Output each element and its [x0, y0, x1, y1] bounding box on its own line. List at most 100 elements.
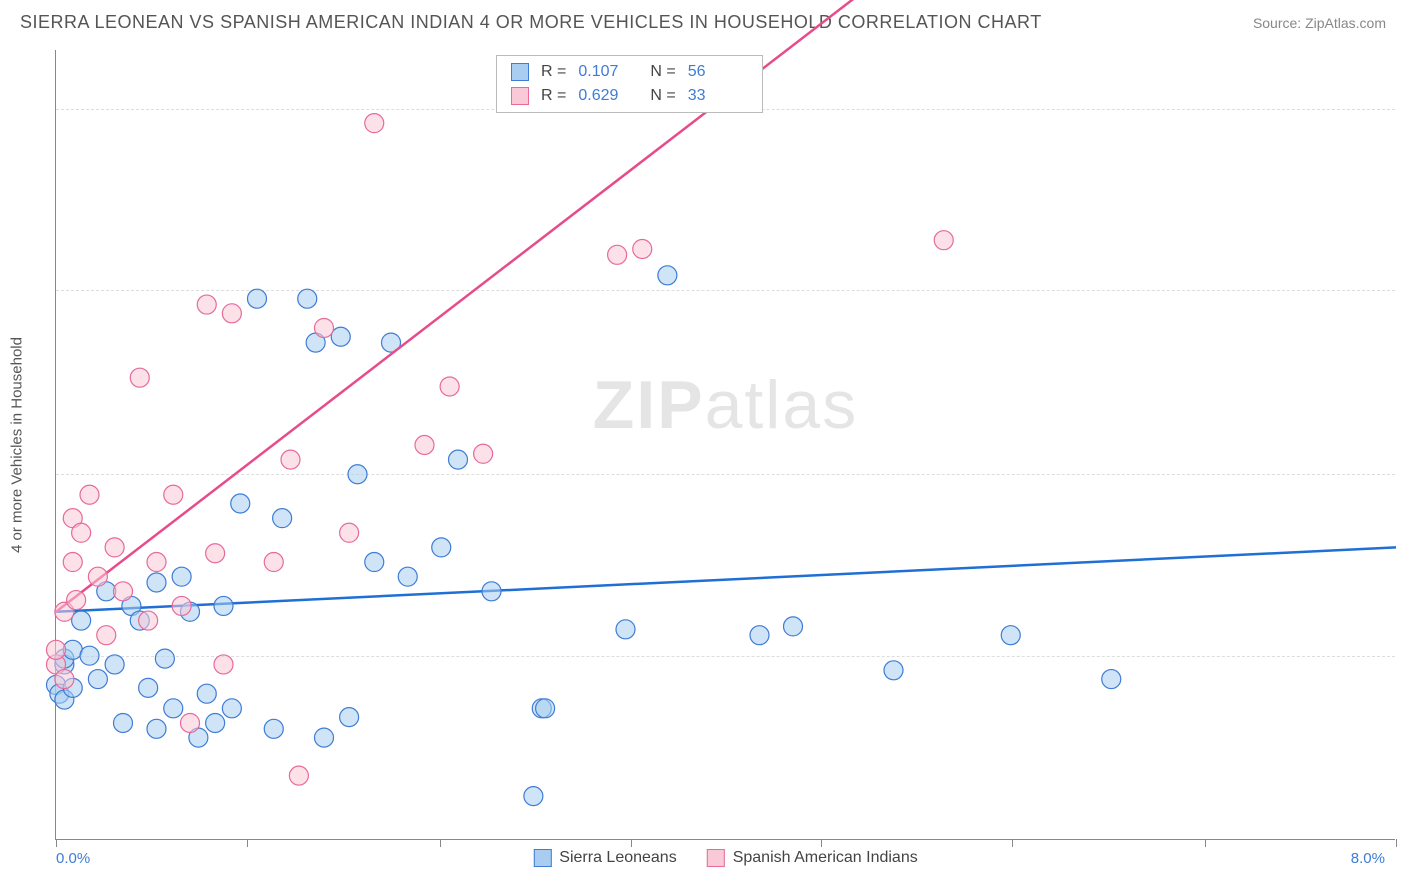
data-point: [172, 567, 191, 586]
x-tick: [1012, 839, 1013, 847]
data-point: [88, 567, 107, 586]
data-point: [80, 485, 99, 504]
r-value: 0.107: [578, 60, 638, 84]
data-point: [365, 553, 384, 572]
data-point: [164, 485, 183, 504]
data-point: [147, 573, 166, 592]
data-point: [164, 699, 183, 718]
data-point: [331, 327, 350, 346]
data-point: [315, 728, 334, 747]
data-point: [114, 582, 133, 601]
swatch-pink-icon: [707, 849, 725, 867]
x-tick: [821, 839, 822, 847]
data-point: [88, 670, 107, 689]
data-point: [524, 787, 543, 806]
data-point: [315, 318, 334, 337]
data-point: [214, 596, 233, 615]
data-point: [482, 582, 501, 601]
data-point: [1102, 670, 1121, 689]
data-point: [139, 678, 158, 697]
data-point: [474, 444, 493, 463]
data-point: [197, 684, 216, 703]
data-point: [155, 649, 174, 668]
data-point: [432, 538, 451, 557]
source-label: Source: ZipAtlas.com: [1253, 15, 1386, 31]
data-point: [750, 626, 769, 645]
legend-label: Sierra Leoneans: [559, 849, 676, 867]
data-point: [440, 377, 459, 396]
data-point: [616, 620, 635, 639]
data-point: [449, 450, 468, 469]
data-point: [63, 553, 82, 572]
data-point: [248, 289, 267, 308]
plot-svg: [56, 50, 1396, 840]
data-point: [147, 719, 166, 738]
header: SIERRA LEONEAN VS SPANISH AMERICAN INDIA…: [0, 0, 1406, 41]
legend-label: Spanish American Indians: [733, 849, 918, 867]
n-value: 56: [688, 60, 748, 84]
data-point: [633, 239, 652, 258]
data-point: [55, 670, 74, 689]
legend-item-1: Sierra Leoneans: [533, 849, 676, 867]
x-tick: [1205, 839, 1206, 847]
data-point: [784, 617, 803, 636]
data-point: [340, 523, 359, 542]
r-label: R =: [541, 60, 566, 84]
data-point: [264, 553, 283, 572]
data-point: [80, 646, 99, 665]
x-min-label: 0.0%: [56, 850, 90, 867]
data-point: [289, 766, 308, 785]
x-max-label: 8.0%: [1351, 850, 1385, 867]
data-point: [181, 713, 200, 732]
data-point: [264, 719, 283, 738]
data-point: [105, 655, 124, 674]
swatch-pink-icon: [511, 87, 529, 105]
data-point: [398, 567, 417, 586]
data-point: [214, 655, 233, 674]
stats-row-1: R = 0.107 N = 56: [511, 60, 748, 84]
swatch-blue-icon: [533, 849, 551, 867]
chart-title: SIERRA LEONEAN VS SPANISH AMERICAN INDIA…: [20, 12, 1042, 33]
data-point: [536, 699, 555, 718]
data-point: [130, 368, 149, 387]
data-point: [934, 231, 953, 250]
n-value: 33: [688, 84, 748, 108]
x-tick: [56, 839, 57, 847]
x-tick: [631, 839, 632, 847]
data-point: [47, 640, 66, 659]
data-point: [72, 523, 91, 542]
chart-container: 4 or more Vehicles in Household ZIPatlas…: [55, 50, 1395, 840]
data-point: [340, 708, 359, 727]
data-point: [608, 245, 627, 264]
data-point: [97, 626, 116, 645]
data-point: [231, 494, 250, 513]
legend-item-2: Spanish American Indians: [707, 849, 918, 867]
n-label: N =: [650, 60, 675, 84]
plot-area: ZIPatlas 6.3%12.5%18.8%25.0% R = 0.107 N…: [55, 50, 1395, 840]
data-point: [1001, 626, 1020, 645]
data-point: [298, 289, 317, 308]
y-axis-title: 4 or more Vehicles in Household: [9, 337, 26, 553]
data-point: [147, 553, 166, 572]
stats-legend: R = 0.107 N = 56 R = 0.629 N = 33: [496, 55, 763, 113]
x-tick: [1396, 839, 1397, 847]
stats-row-2: R = 0.629 N = 33: [511, 84, 748, 108]
data-point: [222, 699, 241, 718]
data-point: [206, 544, 225, 563]
data-point: [105, 538, 124, 557]
data-point: [281, 450, 300, 469]
r-label: R =: [541, 84, 566, 108]
data-point: [72, 611, 91, 630]
swatch-blue-icon: [511, 63, 529, 81]
data-point: [415, 436, 434, 455]
data-point: [114, 713, 133, 732]
data-point: [172, 596, 191, 615]
data-point: [139, 611, 158, 630]
data-point: [197, 295, 216, 314]
n-label: N =: [650, 84, 675, 108]
data-point: [884, 661, 903, 680]
bottom-legend: Sierra Leoneans Spanish American Indians: [533, 849, 917, 867]
data-point: [658, 266, 677, 285]
data-point: [365, 114, 384, 133]
x-tick: [440, 839, 441, 847]
